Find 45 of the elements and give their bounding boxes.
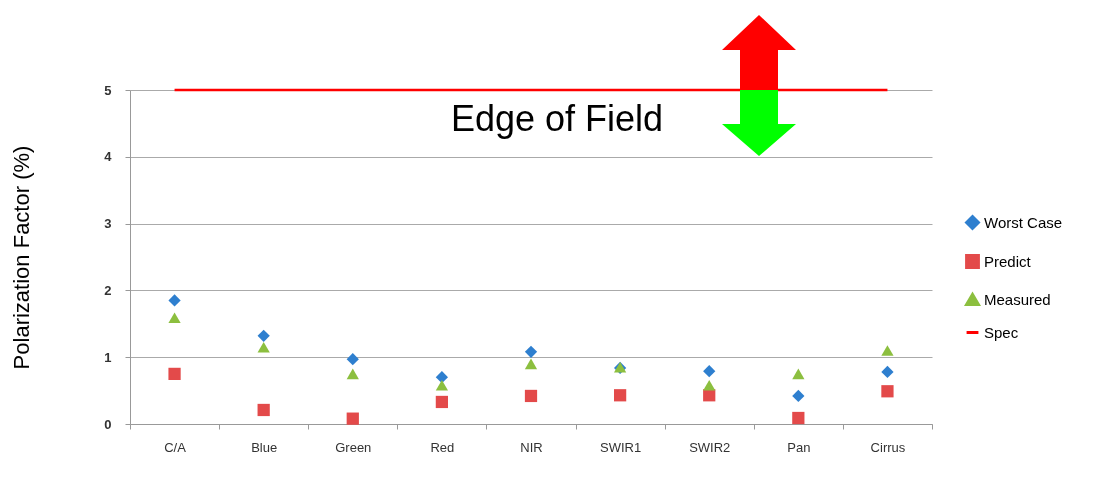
point xyxy=(168,294,181,307)
annotation: Edge of Field xyxy=(450,98,664,139)
x-tick-label: NIR xyxy=(520,439,543,455)
point xyxy=(435,379,449,391)
point xyxy=(435,395,449,409)
point xyxy=(524,358,538,370)
point xyxy=(346,368,359,380)
point xyxy=(792,368,805,380)
point xyxy=(613,389,627,402)
legend-label: Predict xyxy=(984,252,1032,270)
x-tick-label: SWIR1 xyxy=(600,439,642,455)
x-tick-label: Pan xyxy=(787,439,811,455)
y-tick-label: 2 xyxy=(104,282,112,298)
x-tick-label: Green xyxy=(335,439,372,455)
y-tick-label: 3 xyxy=(104,216,112,232)
point xyxy=(257,403,270,417)
point xyxy=(703,379,716,391)
point xyxy=(792,389,805,403)
point xyxy=(881,385,894,398)
x-tick-label: Red xyxy=(430,439,455,455)
point xyxy=(881,365,894,379)
point xyxy=(168,367,181,381)
x-tick-label: C/A xyxy=(164,439,187,455)
point xyxy=(346,353,359,366)
y-tick-label: 4 xyxy=(104,149,113,165)
point xyxy=(524,389,538,403)
y-axis-title: Polarization Factor (%) xyxy=(9,145,35,370)
point xyxy=(168,312,181,324)
y-tick-label: 5 xyxy=(104,82,112,98)
point xyxy=(346,412,359,425)
point xyxy=(524,345,538,358)
x-tick-label: Blue xyxy=(251,439,278,455)
x-tick-label: Cirrus xyxy=(870,439,906,455)
point xyxy=(703,365,716,378)
point xyxy=(257,329,270,342)
legend-label: Spec xyxy=(984,323,1019,341)
legend-label: Worst Case xyxy=(984,213,1063,231)
point xyxy=(257,341,270,353)
point xyxy=(881,345,894,356)
point xyxy=(792,411,805,425)
point xyxy=(435,371,449,384)
x-tick-label: SWIR2 xyxy=(689,439,731,455)
y-tick-label: 1 xyxy=(104,349,112,365)
legend-label: Measured xyxy=(984,290,1051,308)
y-tick-label: 0 xyxy=(104,416,112,432)
